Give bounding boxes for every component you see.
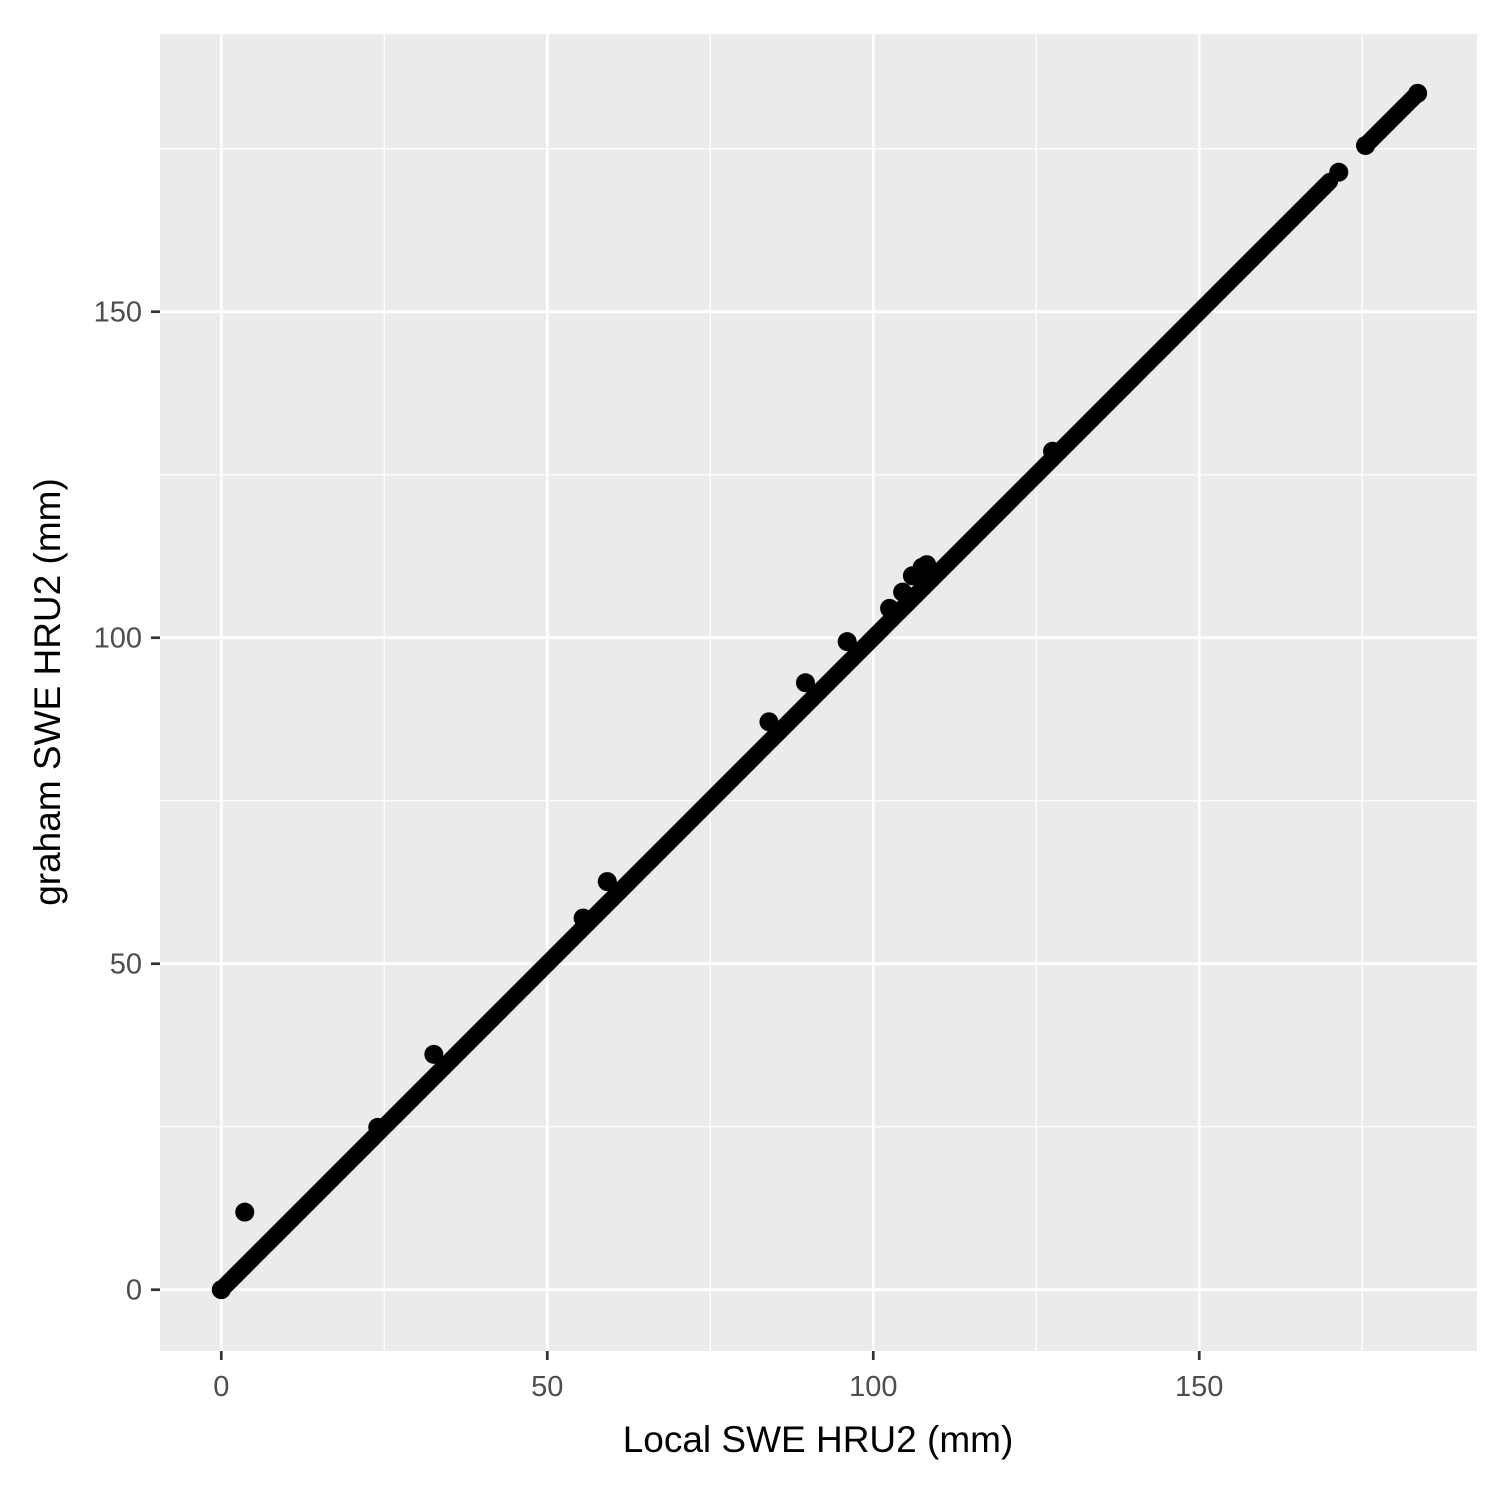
- y-tick-label: 150: [94, 297, 142, 329]
- y-tick-label: 50: [110, 949, 142, 981]
- y-axis: 0 50 100 150: [94, 297, 160, 1307]
- data-point: [235, 1202, 255, 1222]
- data-point: [597, 872, 617, 892]
- data-point: [759, 712, 779, 732]
- data-point: [837, 632, 857, 652]
- x-tick-label: 150: [1175, 1371, 1223, 1403]
- data-point: [917, 555, 937, 575]
- data-point: [1043, 441, 1063, 461]
- data-points: [211, 83, 1428, 1300]
- y-axis-title: graham SWE HRU2 (mm): [27, 478, 68, 906]
- x-axis-title: Local SWE HRU2 (mm): [623, 1419, 1014, 1460]
- y-tick-label: 100: [94, 623, 142, 655]
- data-point: [893, 582, 913, 602]
- x-tick-label: 100: [849, 1371, 897, 1403]
- x-axis: 0 50 100 150: [213, 1351, 1223, 1403]
- major-gridlines: [160, 34, 1477, 1351]
- y-tick-label: 0: [126, 1275, 142, 1307]
- data-point: [368, 1117, 388, 1137]
- dense-point-band: [1357, 84, 1427, 154]
- dense-point-band: [212, 172, 1339, 1299]
- data-point: [211, 1280, 231, 1300]
- data-point: [795, 673, 815, 693]
- data-point: [424, 1044, 444, 1064]
- x-tick-label: 0: [213, 1371, 229, 1403]
- data-point: [1356, 135, 1376, 155]
- data-point: [1408, 83, 1428, 103]
- x-tick-label: 50: [531, 1371, 563, 1403]
- data-point: [1329, 162, 1349, 182]
- data-point: [880, 598, 900, 618]
- data-point: [573, 908, 593, 928]
